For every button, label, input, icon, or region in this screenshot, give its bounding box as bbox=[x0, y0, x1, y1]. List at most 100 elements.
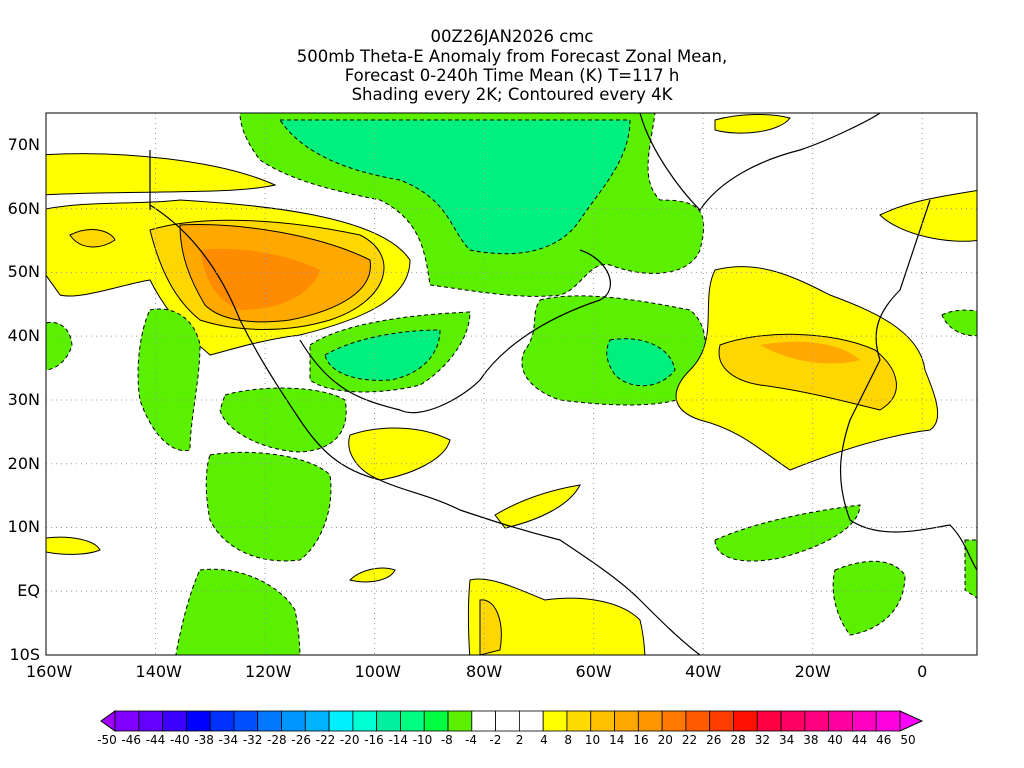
colorbar-swatch bbox=[352, 710, 378, 732]
anomaly-positive-region bbox=[200, 248, 320, 310]
colorbar-label: -10 bbox=[412, 733, 433, 747]
colorbar-swatch bbox=[804, 710, 830, 732]
colorbar-label: 16 bbox=[633, 733, 649, 747]
anomaly-positive-region bbox=[718, 333, 897, 411]
colorbar-swatch bbox=[281, 710, 306, 732]
colorbar-left-arrow bbox=[100, 710, 116, 732]
lat-tick-label: 70N bbox=[7, 134, 40, 154]
colorbar-label: 40 bbox=[827, 733, 843, 747]
lat-tick-label: 40N bbox=[7, 326, 40, 346]
colorbar-swatch bbox=[614, 710, 639, 732]
anomaly-negative-region bbox=[606, 338, 676, 387]
coastlines bbox=[149, 113, 977, 655]
colorbar-label: -22 bbox=[315, 733, 336, 747]
colorbar-swatch bbox=[209, 710, 235, 732]
colorbar-swatch bbox=[304, 710, 330, 732]
colorbar-swatch bbox=[138, 710, 163, 732]
colorbar-swatch bbox=[400, 710, 425, 732]
colorbar-swatch bbox=[495, 710, 520, 732]
lat-tick-label: 50N bbox=[7, 262, 40, 282]
title-line-2: 500mb Theta-E Anomaly from Forecast Zona… bbox=[296, 47, 728, 66]
colorbar-label: -4 bbox=[465, 733, 478, 747]
anomaly-negative-region bbox=[205, 451, 332, 562]
anomaly-positive-region bbox=[69, 229, 116, 248]
lat-tick-label: 10N bbox=[7, 517, 40, 537]
colorbar-label: -16 bbox=[364, 733, 384, 747]
colorbar-swatch bbox=[328, 710, 354, 732]
anomaly-negative-region bbox=[832, 560, 906, 636]
title-line-1: 00Z26JAN2026 cmc bbox=[430, 27, 594, 46]
colorbar-swatch bbox=[114, 710, 140, 732]
colorbar-label: 8 bbox=[564, 733, 572, 747]
colorbar-swatch bbox=[590, 710, 615, 732]
lon-tick-label: 160W bbox=[26, 662, 73, 681]
colorbar-label: -32 bbox=[242, 733, 263, 747]
map-frame bbox=[45, 112, 978, 656]
colorbar-label: 46 bbox=[876, 733, 892, 747]
lon-tick-label: 80W bbox=[466, 662, 503, 681]
colorbar-label: 4 bbox=[540, 733, 548, 747]
colorbar-swatch bbox=[423, 710, 449, 732]
gridlines bbox=[46, 113, 977, 655]
anomaly-negative-region bbox=[324, 329, 441, 381]
colorbar-label: 38 bbox=[803, 733, 819, 747]
lat-tick-label: EQ bbox=[17, 581, 40, 601]
anomaly-positive-region bbox=[760, 341, 860, 364]
colorbar-label: 10 bbox=[584, 733, 601, 747]
colorbar-swatch bbox=[233, 710, 259, 732]
colorbar-label: -2 bbox=[489, 733, 502, 747]
colorbar bbox=[100, 710, 924, 732]
anomaly-negative-region bbox=[279, 119, 631, 255]
colorbar-swatch bbox=[875, 710, 901, 732]
anomaly-positive-region bbox=[468, 578, 646, 655]
anomaly-positive-region bbox=[494, 484, 581, 529]
anomaly-positive-region bbox=[879, 189, 977, 242]
anomaly-positive-region bbox=[348, 427, 451, 481]
colorbar-label: 26 bbox=[706, 733, 722, 747]
lon-tick-label: 140W bbox=[135, 662, 182, 681]
colorbar-swatch bbox=[661, 710, 687, 732]
colorbar-swatch bbox=[185, 710, 211, 732]
colorbar-label: 2 bbox=[515, 733, 524, 747]
anomaly-negative-region bbox=[941, 309, 977, 337]
colorbar-right-arrow bbox=[899, 710, 924, 732]
colorbar-swatch bbox=[685, 710, 711, 732]
colorbar-label: 32 bbox=[754, 733, 770, 747]
colorbar-label: 22 bbox=[681, 733, 698, 747]
anomaly-negative-region bbox=[137, 308, 201, 452]
colorbar-label: -26 bbox=[291, 733, 311, 747]
colorbar-swatch bbox=[828, 710, 853, 732]
colorbar-label: -38 bbox=[194, 733, 214, 747]
colorbar-label: -8 bbox=[440, 733, 453, 747]
anomaly-positive-region bbox=[349, 567, 396, 583]
lat-tick-label: 20N bbox=[7, 453, 40, 473]
colorbar-swatch bbox=[447, 710, 473, 732]
anomaly-negative-region bbox=[175, 568, 301, 655]
colorbar-swatch bbox=[733, 710, 758, 732]
anomaly-positive-region bbox=[46, 536, 101, 555]
anomaly-negative-region bbox=[964, 539, 977, 599]
shading-layer bbox=[46, 113, 977, 655]
colorbar-label: -46 bbox=[121, 733, 142, 747]
lon-tick-label: 40W bbox=[685, 662, 722, 681]
colorbar-label: -40 bbox=[170, 733, 190, 747]
colorbar-swatch bbox=[376, 710, 401, 732]
colorbar-swatch bbox=[162, 710, 187, 732]
colorbar-label: -14 bbox=[388, 733, 409, 747]
colorbar-label: -28 bbox=[267, 733, 287, 747]
colorbar-swatch bbox=[566, 710, 592, 732]
lat-tick-label: 10S bbox=[9, 645, 40, 664]
colorbar-label: 34 bbox=[778, 733, 795, 747]
colorbar-swatch bbox=[852, 710, 877, 732]
colorbar-label: 44 bbox=[851, 733, 868, 747]
lon-tick-label: 0 bbox=[917, 662, 928, 681]
colorbar-swatch bbox=[542, 710, 568, 732]
lat-tick-label: 30N bbox=[7, 389, 40, 409]
anomaly-positive-region bbox=[714, 113, 791, 134]
title-line-3: Forecast 0-240h Time Mean (K) T=117 h bbox=[344, 66, 680, 85]
colorbar-label: -44 bbox=[145, 733, 166, 747]
anomaly-positive-region bbox=[479, 599, 502, 655]
colorbar-label: -34 bbox=[218, 733, 239, 747]
colorbar-swatch bbox=[471, 710, 497, 732]
lon-tick-label: 120W bbox=[245, 662, 292, 681]
